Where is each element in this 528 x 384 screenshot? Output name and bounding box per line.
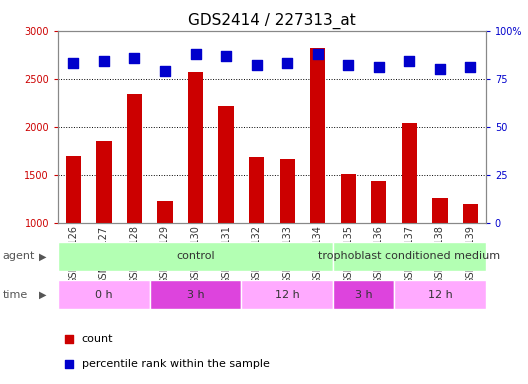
Text: ▶: ▶ — [39, 251, 46, 262]
Bar — [150, 280, 241, 309]
Bar — [371, 182, 386, 319]
Bar — [310, 48, 325, 319]
Bar — [394, 280, 486, 309]
Text: trophoblast conditioned medium: trophoblast conditioned medium — [318, 251, 501, 262]
Bar — [279, 159, 295, 319]
Point — [252, 62, 261, 68]
Text: 0 h: 0 h — [95, 290, 112, 300]
Text: agent: agent — [3, 251, 35, 262]
Bar — [58, 280, 150, 309]
Text: 3 h: 3 h — [355, 290, 372, 300]
Text: 12 h: 12 h — [275, 290, 299, 300]
Point — [130, 55, 139, 61]
Point — [283, 60, 291, 66]
Text: 3 h: 3 h — [187, 290, 204, 300]
Text: percentile rank within the sample: percentile rank within the sample — [82, 359, 269, 369]
Bar — [157, 200, 173, 319]
Bar — [432, 198, 448, 319]
Point — [344, 62, 353, 68]
Bar — [241, 280, 333, 309]
Bar — [58, 242, 333, 271]
Bar — [333, 280, 394, 309]
Bar — [341, 174, 356, 319]
Point — [64, 361, 73, 367]
Title: GDS2414 / 227313_at: GDS2414 / 227313_at — [188, 13, 356, 29]
Point — [405, 58, 413, 65]
Bar — [402, 123, 417, 319]
Bar — [219, 106, 234, 319]
Point — [100, 58, 108, 65]
Point — [64, 336, 73, 342]
Bar — [127, 94, 142, 319]
Point — [191, 51, 200, 57]
Point — [161, 68, 169, 74]
Bar — [188, 72, 203, 319]
Point — [436, 66, 444, 72]
Text: 12 h: 12 h — [428, 290, 452, 300]
Bar — [249, 157, 265, 319]
Point — [69, 60, 78, 66]
Text: ▶: ▶ — [39, 290, 46, 300]
Bar — [65, 156, 81, 319]
Point — [375, 64, 383, 70]
Bar — [463, 205, 478, 319]
Text: time: time — [3, 290, 28, 300]
Text: count: count — [82, 334, 113, 344]
Point — [466, 64, 475, 70]
Bar — [333, 242, 486, 271]
Text: control: control — [176, 251, 215, 262]
Point — [314, 51, 322, 57]
Point — [222, 53, 230, 59]
Bar — [96, 141, 111, 319]
